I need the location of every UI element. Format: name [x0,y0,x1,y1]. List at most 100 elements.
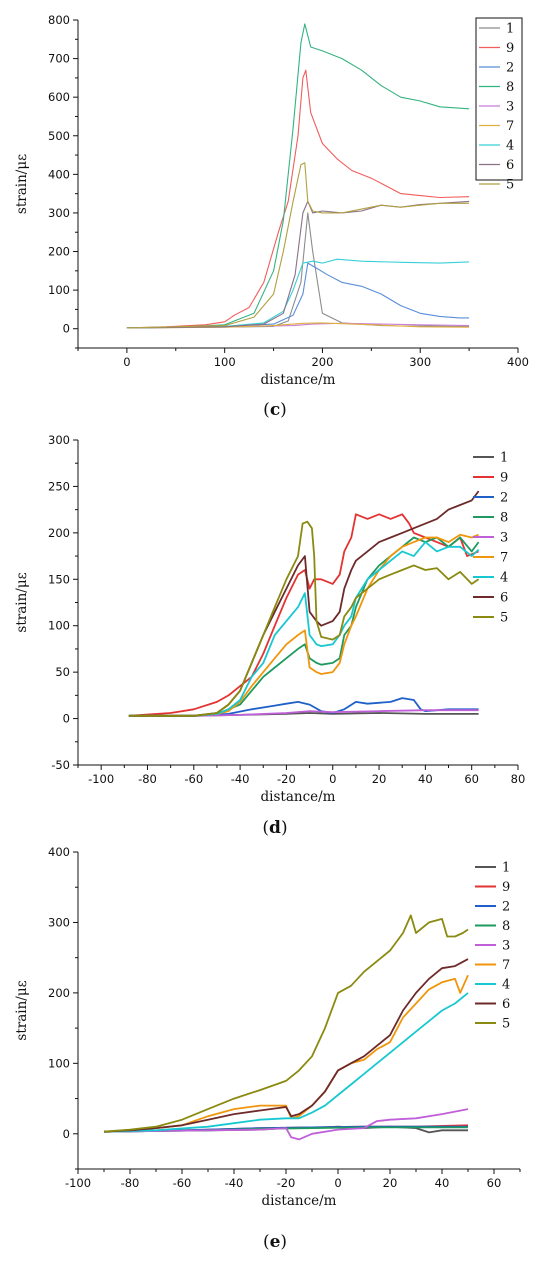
y-tick-label: 700 [48,52,70,66]
legend-label-5: 5 [500,611,508,626]
x-tick-label: -100 [88,772,114,786]
y-tick-label: 300 [48,433,70,447]
legend-label-7: 7 [500,551,508,566]
legend-label-8: 8 [500,511,508,526]
series-line-5 [128,520,480,717]
chart-d: -100 -80 -60 -40 -20 0 20 40 60 80 -50 0 50 100 150 200… [14,433,526,805]
y-tick-label: 600 [48,90,70,104]
legend-label-9: 9 [500,471,508,486]
x-tick-label: -20 [277,772,296,786]
chart-c: 0 100 200 300 400 0 100 200 300 400 500 600 700 800 di… [14,13,529,388]
x-tick-label: 40 [435,1176,450,1190]
series-line-2 [126,262,470,329]
series-line-1 [126,212,470,329]
y-tick-label: 50 [55,665,70,679]
legend-label-9: 9 [502,880,510,895]
series-line-9 [128,513,479,717]
x-tick-label: 0 [329,772,336,786]
legend-label-3: 3 [506,100,514,115]
legend-label-9: 9 [506,41,514,56]
chart-e: -100 -80 -60 -40 -20 0 20 40 60 0 100 200 300 400 dist… [14,845,521,1209]
y-axis-label: strain/με [14,154,30,214]
series-line-7 [126,322,470,329]
y-tick-label: 0 [63,322,70,336]
x-tick-label: -60 [173,1176,192,1190]
legend-label-4: 4 [502,978,510,993]
legend-label-1: 1 [500,451,508,466]
x-axis-label: distance/m [261,372,336,388]
legend-label-2: 2 [500,491,508,506]
y-tick-label: 300 [48,206,70,220]
y-tick-label: 500 [48,129,70,143]
plot-area [128,490,480,717]
legend-label-2: 2 [506,61,514,76]
caption-c: (c) [263,400,287,420]
y-tick-label: 100 [48,1056,70,1070]
y-axis-label: strain/με [14,572,30,632]
x-tick-label: -40 [225,1176,244,1190]
legend-label-3: 3 [502,939,510,954]
legend-label-7: 7 [506,119,514,134]
x-axis-label: distance/m [262,1193,337,1209]
legend-label-2: 2 [502,900,510,915]
caption-d: (d) [262,818,288,838]
series-line-5 [126,162,470,329]
x-tick-label: -80 [138,772,157,786]
legend-label-6: 6 [502,997,510,1012]
series-line-7 [128,533,479,717]
y-tick-label: 200 [48,245,70,259]
x-tick-label: 300 [409,355,431,369]
x-tick-label: 20 [372,772,387,786]
x-axis-label: distance/m [261,789,336,805]
legend-label-7: 7 [502,958,510,973]
y-tick-label: 400 [48,845,70,859]
series-line-9 [126,69,470,329]
legend-label-6: 6 [506,158,514,173]
series-line-4 [126,258,470,329]
y-tick-label: 200 [48,526,70,540]
x-tick-label: 200 [311,355,333,369]
x-tick-label: 400 [507,355,529,369]
y-tick-label: 800 [48,13,70,27]
y-tick-label: 250 [48,479,70,493]
series-line-6 [128,490,480,717]
legend-label-8: 8 [506,80,514,95]
series-line-6 [103,958,469,1133]
series-line-8 [128,536,480,717]
series-line-6 [126,200,470,329]
plot-area [126,23,470,329]
y-tick-label: 150 [48,572,70,586]
x-tick-label: -20 [277,1176,296,1190]
y-tick-label: -50 [51,758,70,772]
legend-label-5: 5 [506,178,514,193]
legend-label-8: 8 [502,919,510,934]
legend: 1 9 2 8 3 7 4 6 5 [475,17,523,193]
series-line-3 [103,1108,469,1141]
y-tick-label: 100 [48,619,70,633]
x-tick-label: 80 [511,772,526,786]
x-tick-label: -80 [121,1176,140,1190]
y-tick-label: 400 [48,167,70,181]
caption-e: (e) [262,1232,288,1252]
y-tick-label: 300 [48,915,70,929]
x-tick-label: 40 [418,772,433,786]
series-line-5 [103,914,469,1133]
plot-area [103,914,469,1141]
legend: 1 9 2 8 3 7 4 6 5 [475,861,510,1032]
x-tick-label: -100 [65,1176,91,1190]
x-tick-label: -40 [231,772,250,786]
legend-box [475,17,523,181]
x-tick-label: 0 [334,1176,341,1190]
x-tick-label: 20 [383,1176,398,1190]
y-tick-label: 0 [63,1127,70,1141]
legend-label-4: 4 [506,139,514,154]
legend-label-3: 3 [500,531,508,546]
x-tick-label: 100 [214,355,236,369]
legend: 1 9 2 8 3 7 4 6 5 [473,451,508,626]
x-tick-label: -60 [184,772,203,786]
y-tick-label: 200 [48,986,70,1000]
series-line-4 [128,541,480,717]
legend-label-6: 6 [500,591,508,606]
legend-label-4: 4 [500,571,508,586]
y-tick-label: 0 [63,712,70,726]
